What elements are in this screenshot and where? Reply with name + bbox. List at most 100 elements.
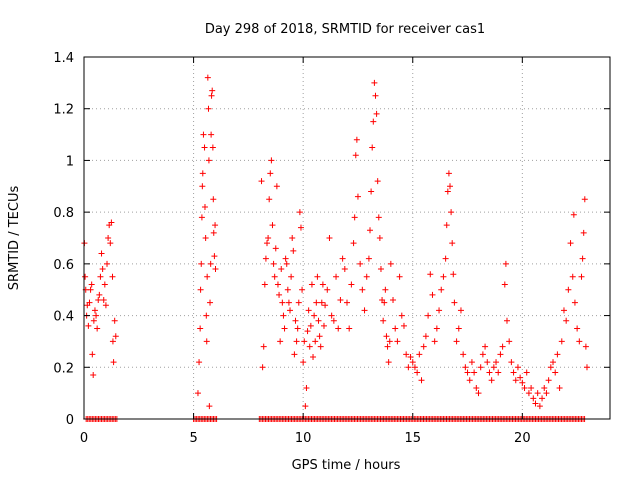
data-point [305, 307, 312, 314]
data-point [194, 390, 201, 397]
data-point [287, 307, 294, 314]
data-point [91, 307, 98, 314]
data-point [567, 240, 574, 247]
data-point [373, 110, 380, 117]
data-point [521, 384, 528, 391]
data-point [447, 183, 454, 190]
data-point [464, 369, 471, 376]
data-point [280, 312, 287, 319]
data-point [508, 359, 515, 366]
data-point [374, 178, 381, 185]
data-point [418, 377, 425, 384]
data-point [392, 325, 399, 332]
data-point [375, 214, 382, 221]
data-point [328, 312, 335, 319]
data-point [560, 307, 567, 314]
data-point [295, 299, 302, 306]
data-point [582, 343, 589, 350]
data-point [547, 364, 554, 371]
data-point [377, 266, 384, 273]
data-point [510, 369, 517, 376]
data-point [411, 364, 418, 371]
data-point [532, 400, 539, 407]
data-point [384, 343, 391, 350]
data-point [296, 209, 303, 216]
data-point [414, 369, 421, 376]
data-point [429, 291, 436, 298]
y-axis-label: SRMTID / TECUs [7, 186, 22, 291]
data-point [387, 260, 394, 267]
data-point [583, 364, 590, 371]
data-point [368, 188, 375, 195]
data-point [523, 369, 530, 376]
data-point [108, 219, 115, 226]
data-point [201, 203, 208, 210]
data-point [497, 351, 504, 358]
data-point [318, 299, 325, 306]
data-point [371, 79, 378, 86]
data-point [427, 271, 434, 278]
data-point [354, 193, 361, 200]
data-point [353, 136, 360, 143]
data-point [200, 131, 207, 138]
data-point [212, 266, 219, 273]
data-point [396, 273, 403, 280]
data-point [267, 170, 274, 177]
data-point [278, 266, 285, 273]
data-point [294, 325, 301, 332]
data-point [536, 403, 543, 410]
data-point [98, 250, 105, 257]
data-point [578, 273, 585, 280]
data-point [264, 240, 271, 247]
data-point [199, 170, 206, 177]
data-point [90, 372, 97, 379]
data-point [517, 374, 524, 381]
data-point [90, 317, 97, 324]
data-point [530, 395, 537, 402]
data-point [440, 273, 447, 280]
data-point [493, 359, 500, 366]
data-point [450, 271, 457, 278]
data-point [346, 325, 353, 332]
data-point [302, 403, 309, 410]
data-point [386, 338, 393, 345]
data-point [460, 351, 467, 358]
data-point [273, 183, 280, 190]
data-point [306, 343, 313, 350]
data-point [473, 384, 480, 391]
data-point [455, 325, 462, 332]
data-point [580, 229, 587, 236]
data-point [289, 235, 296, 241]
data-point [486, 369, 493, 376]
points-layer [81, 74, 590, 422]
y-tick-label: 0.4 [53, 310, 74, 325]
data-point [479, 351, 486, 358]
data-point [451, 299, 458, 306]
data-point [314, 273, 321, 280]
data-point [361, 307, 368, 314]
data-point [570, 211, 577, 218]
data-point [571, 299, 578, 306]
data-point [107, 240, 114, 247]
data-point [449, 240, 456, 247]
data-point [100, 297, 107, 304]
x-tick-label: 10 [295, 431, 312, 446]
y-tick-label: 1.2 [53, 103, 74, 118]
data-point [352, 152, 359, 159]
data-point [102, 302, 109, 309]
data-point [304, 328, 311, 335]
data-point [420, 343, 427, 350]
data-point [109, 338, 116, 345]
data-point [512, 377, 519, 384]
data-point [341, 266, 348, 273]
data-point [312, 338, 319, 345]
data-point [365, 255, 372, 262]
x-tick-label: 20 [514, 431, 531, 446]
data-point [425, 312, 432, 319]
data-point [204, 273, 211, 280]
data-point [99, 266, 106, 273]
data-point [196, 359, 203, 366]
data-point [357, 260, 364, 267]
data-point [339, 255, 346, 262]
data-point [436, 307, 443, 314]
